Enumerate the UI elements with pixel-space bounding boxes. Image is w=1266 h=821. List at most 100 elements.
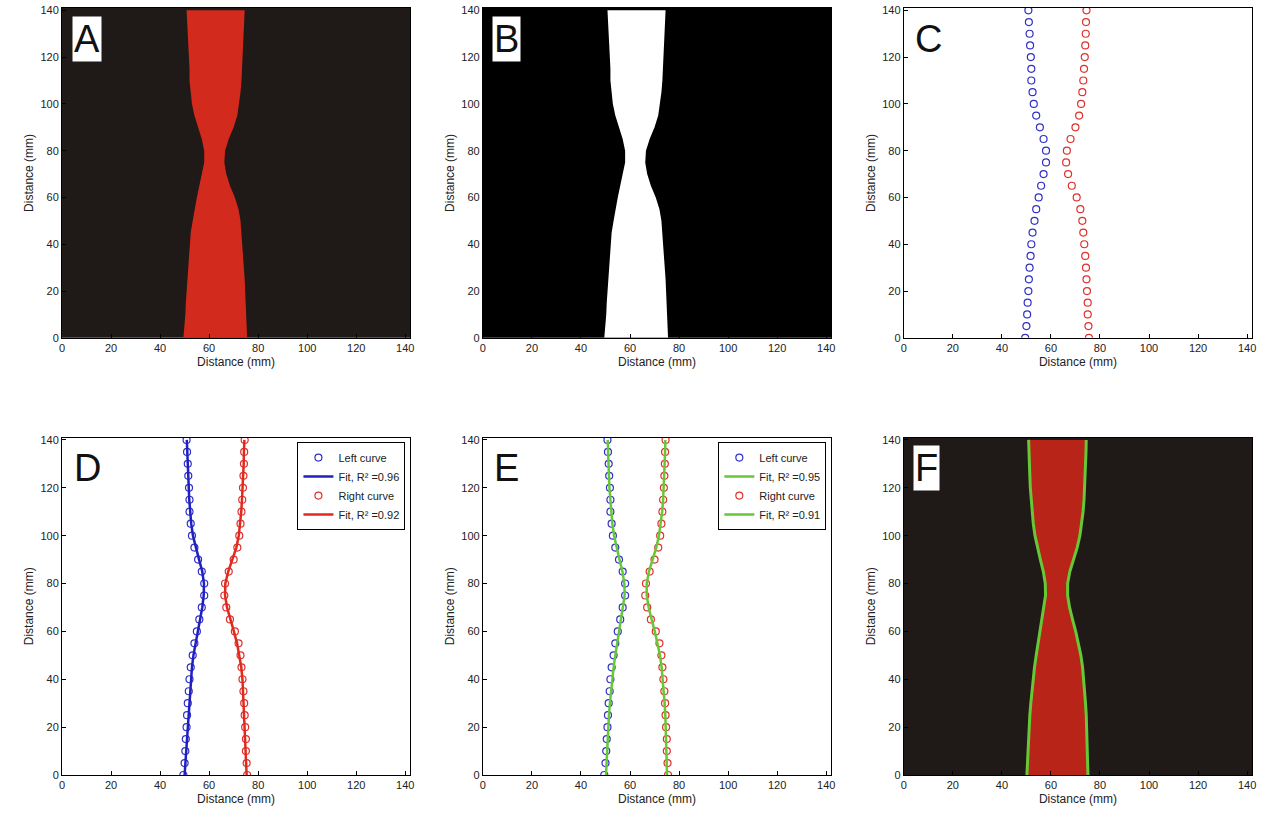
svg-text:60: 60 — [203, 342, 215, 354]
svg-text:120: 120 — [347, 779, 365, 791]
svg-text:120: 120 — [882, 51, 900, 63]
svg-text:Left curve: Left curve — [759, 452, 807, 464]
svg-text:140: 140 — [1238, 779, 1256, 791]
svg-text:80: 80 — [467, 145, 479, 157]
svg-text:0: 0 — [474, 769, 480, 781]
svg-text:140: 140 — [817, 779, 835, 791]
svg-text:100: 100 — [1140, 342, 1158, 354]
svg-text:Right curve: Right curve — [338, 490, 394, 502]
svg-text:40: 40 — [47, 673, 59, 685]
svg-text:60: 60 — [47, 191, 59, 203]
svg-text:20: 20 — [105, 779, 117, 791]
svg-text:E: E — [494, 447, 519, 489]
svg-text:80: 80 — [47, 577, 59, 589]
svg-text:60: 60 — [1045, 342, 1057, 354]
svg-text:80: 80 — [673, 779, 685, 791]
svg-text:40: 40 — [575, 342, 587, 354]
svg-text:120: 120 — [40, 51, 58, 63]
svg-text:140: 140 — [817, 342, 835, 354]
svg-text:Fit, R² =0.95: Fit, R² =0.95 — [759, 471, 820, 483]
svg-text:20: 20 — [47, 285, 59, 297]
svg-text:F: F — [915, 447, 938, 489]
svg-text:100: 100 — [719, 342, 737, 354]
svg-text:60: 60 — [624, 779, 636, 791]
svg-text:140: 140 — [461, 4, 479, 16]
svg-text:80: 80 — [47, 145, 59, 157]
svg-text:120: 120 — [882, 482, 900, 494]
svg-text:Distance (mm): Distance (mm) — [1039, 355, 1117, 369]
svg-text:140: 140 — [396, 779, 414, 791]
svg-text:40: 40 — [575, 779, 587, 791]
svg-text:100: 100 — [461, 530, 479, 542]
svg-text:20: 20 — [888, 285, 900, 297]
svg-text:100: 100 — [40, 530, 58, 542]
svg-text:0: 0 — [901, 342, 907, 354]
svg-text:40: 40 — [467, 238, 479, 250]
svg-text:0: 0 — [480, 779, 486, 791]
svg-text:Distance (mm): Distance (mm) — [22, 134, 36, 212]
svg-text:60: 60 — [1045, 779, 1057, 791]
svg-text:60: 60 — [203, 779, 215, 791]
svg-text:60: 60 — [467, 191, 479, 203]
svg-text:20: 20 — [526, 342, 538, 354]
svg-text:140: 140 — [396, 342, 414, 354]
svg-text:Distance (mm): Distance (mm) — [197, 792, 275, 806]
svg-text:40: 40 — [996, 342, 1008, 354]
svg-text:Distance (mm): Distance (mm) — [618, 355, 696, 369]
svg-text:0: 0 — [480, 342, 486, 354]
svg-text:C: C — [915, 18, 942, 60]
svg-text:Distance (mm): Distance (mm) — [618, 792, 696, 806]
svg-text:Distance (mm): Distance (mm) — [197, 355, 275, 369]
svg-text:40: 40 — [47, 238, 59, 250]
svg-text:100: 100 — [719, 779, 737, 791]
svg-text:140: 140 — [882, 4, 900, 16]
svg-text:120: 120 — [1189, 342, 1207, 354]
svg-text:0: 0 — [59, 342, 65, 354]
svg-text:Fit, R² =0.91: Fit, R² =0.91 — [759, 509, 820, 521]
svg-text:80: 80 — [888, 577, 900, 589]
svg-text:0: 0 — [474, 332, 480, 344]
svg-text:0: 0 — [53, 332, 59, 344]
svg-text:40: 40 — [154, 779, 166, 791]
svg-text:140: 140 — [461, 434, 479, 446]
svg-text:B: B — [494, 18, 519, 60]
svg-text:0: 0 — [901, 779, 907, 791]
svg-text:40: 40 — [888, 238, 900, 250]
svg-text:100: 100 — [461, 98, 479, 110]
svg-text:Fit, R² =0.96: Fit, R² =0.96 — [338, 471, 399, 483]
svg-text:100: 100 — [40, 98, 58, 110]
svg-text:20: 20 — [947, 779, 959, 791]
svg-text:60: 60 — [624, 342, 636, 354]
svg-text:60: 60 — [47, 625, 59, 637]
svg-text:100: 100 — [882, 98, 900, 110]
svg-text:120: 120 — [461, 482, 479, 494]
svg-text:80: 80 — [252, 779, 264, 791]
svg-text:20: 20 — [526, 779, 538, 791]
svg-text:100: 100 — [1140, 779, 1158, 791]
svg-text:40: 40 — [154, 342, 166, 354]
svg-text:20: 20 — [888, 721, 900, 733]
svg-text:Distance (mm): Distance (mm) — [443, 134, 457, 212]
svg-text:D: D — [74, 447, 101, 489]
svg-text:140: 140 — [40, 4, 58, 16]
svg-text:Distance (mm): Distance (mm) — [864, 134, 878, 212]
svg-text:20: 20 — [47, 721, 59, 733]
svg-text:Fit, R² =0.92: Fit, R² =0.92 — [338, 509, 399, 521]
svg-text:0: 0 — [59, 779, 65, 791]
svg-text:140: 140 — [882, 434, 900, 446]
svg-text:80: 80 — [1094, 342, 1106, 354]
svg-text:40: 40 — [996, 779, 1008, 791]
svg-text:Left curve: Left curve — [338, 452, 386, 464]
svg-text:0: 0 — [894, 769, 900, 781]
svg-text:80: 80 — [1094, 779, 1106, 791]
svg-text:120: 120 — [768, 342, 786, 354]
svg-text:Distance (mm): Distance (mm) — [864, 567, 878, 645]
svg-text:60: 60 — [467, 625, 479, 637]
svg-text:Right curve: Right curve — [759, 490, 815, 502]
svg-text:100: 100 — [298, 779, 316, 791]
svg-text:0: 0 — [894, 332, 900, 344]
svg-text:40: 40 — [888, 673, 900, 685]
svg-text:120: 120 — [768, 779, 786, 791]
svg-text:20: 20 — [947, 342, 959, 354]
svg-text:80: 80 — [252, 342, 264, 354]
